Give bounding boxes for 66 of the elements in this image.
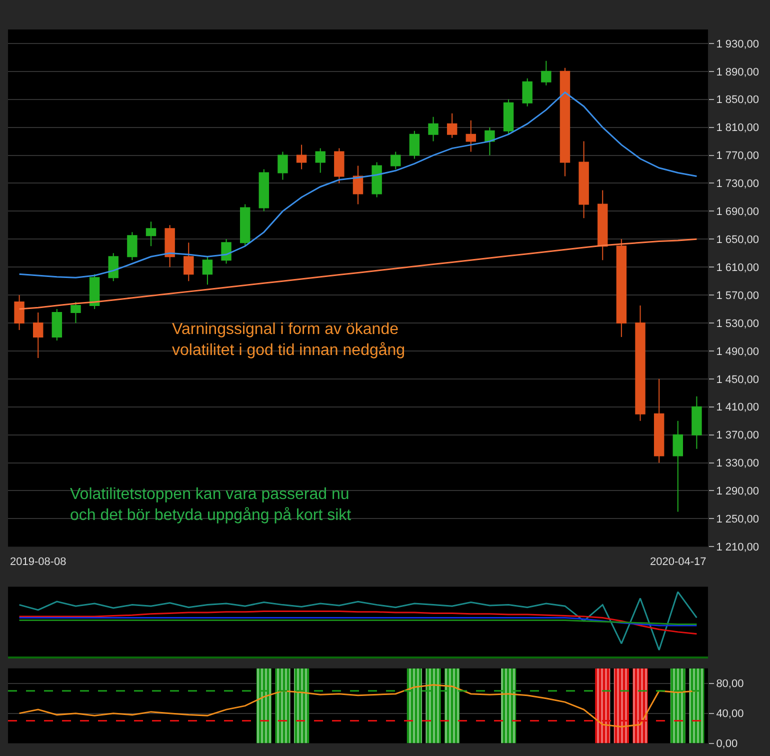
candlestick — [541, 60, 552, 86]
y-tick-label: 1 450,00 — [716, 374, 760, 386]
candlestick — [503, 98, 514, 135]
y-tick-label: 1 530,00 — [716, 318, 760, 330]
line-series — [18, 238, 698, 310]
y-tick-label: 1 610,00 — [716, 262, 760, 274]
candlestick — [33, 312, 44, 358]
y-tick-label: 1 930,00 — [716, 38, 760, 50]
candlestick — [352, 165, 364, 205]
annotation: Volatilitetstoppen kan vara passerad nu och det bör betyda uppgång på kort sikt — [70, 486, 352, 524]
y-tick-label: 1 890,00 — [716, 66, 760, 78]
candlestick — [560, 67, 570, 177]
y-tick-label: 1 690,00 — [716, 206, 760, 218]
candlestick — [315, 148, 326, 174]
y-tick-label: 80,00 — [716, 678, 744, 690]
candlestick — [578, 140, 589, 219]
candlestick — [221, 238, 232, 264]
candlestick — [296, 144, 307, 170]
annotation: Varningssignal i form av ökande volatilitet i god tid innan nedgång — [172, 321, 406, 359]
line-series — [18, 92, 698, 278]
candlestick — [522, 78, 532, 107]
candlestick — [89, 274, 100, 310]
candlestick — [278, 151, 288, 180]
y-tick-label: 1 250,00 — [716, 514, 760, 526]
y-tick-label: 1 210,00 — [716, 542, 760, 554]
text: 2019-08-08 — [10, 556, 66, 568]
text: 2020-04-17 — [650, 556, 706, 568]
candlestick — [635, 305, 646, 422]
candlestick — [446, 112, 458, 138]
candlestick — [616, 238, 627, 338]
candlestick — [466, 120, 476, 152]
y-tick-label: 1 290,00 — [716, 486, 760, 498]
candlestick — [372, 162, 382, 198]
candlestick — [146, 221, 156, 247]
candlestick — [52, 308, 62, 341]
candlestick — [334, 148, 344, 184]
candlestick — [14, 294, 24, 331]
candlestick — [240, 204, 250, 247]
candlestick — [70, 302, 81, 324]
line-series — [18, 684, 698, 728]
candlestick — [127, 232, 138, 261]
candlestick — [164, 224, 175, 268]
y-tick-label: 1 570,00 — [716, 290, 760, 302]
candlestick — [409, 130, 420, 160]
y-tick-label: 1 330,00 — [716, 458, 760, 470]
candlestick — [108, 252, 118, 282]
y-tick-label: 1 730,00 — [716, 178, 760, 190]
candlestick — [202, 256, 213, 286]
candlestick — [184, 242, 194, 282]
candlestick — [598, 190, 608, 261]
candlestick — [258, 168, 270, 212]
candlestick — [654, 378, 664, 464]
y-tick-label: 1 810,00 — [716, 122, 760, 134]
candlestick — [692, 396, 702, 450]
y-tick-label: 1 410,00 — [716, 402, 760, 414]
y-tick-label: 1 370,00 — [716, 430, 760, 442]
candlestick — [672, 420, 683, 512]
y-tick-label: 1 770,00 — [716, 150, 760, 162]
y-tick-label: 1 850,00 — [716, 94, 760, 106]
candlestick — [484, 126, 495, 156]
candlestick — [428, 116, 438, 142]
candlestick — [390, 151, 401, 170]
y-tick-label: 1 490,00 — [716, 346, 760, 358]
y-tick-label: 40,00 — [716, 708, 744, 720]
y-tick-label: 0,00 — [716, 738, 738, 750]
y-tick-label: 1 650,00 — [716, 234, 760, 246]
